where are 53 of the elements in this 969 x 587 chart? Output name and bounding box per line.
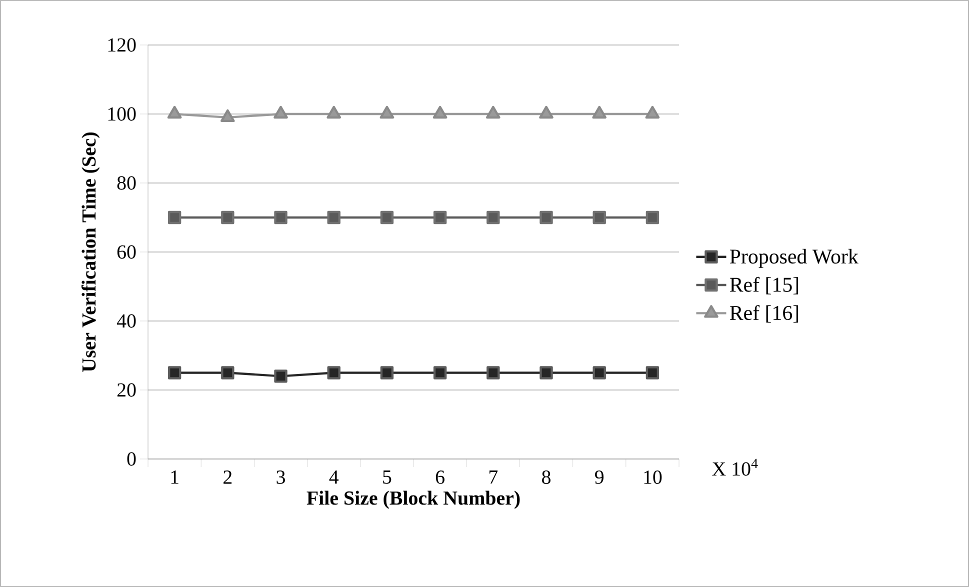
- point: [380, 366, 394, 380]
- point: [327, 366, 340, 380]
- y-tick-label: 120: [108, 38, 136, 52]
- x-tick-label: 1: [171, 470, 178, 484]
- x-tick-label: 4: [329, 470, 339, 484]
- point: [592, 210, 606, 224]
- point: [221, 366, 234, 380]
- point: [168, 210, 182, 224]
- point: [645, 106, 660, 119]
- y-tick-label: 40: [116, 314, 136, 328]
- point: [327, 210, 340, 224]
- y-axis-title: User Verification Time (Sec): [81, 132, 100, 372]
- point: [540, 366, 553, 380]
- point: [539, 106, 554, 119]
- y-tick-label: 20: [117, 383, 136, 397]
- point: [646, 366, 660, 380]
- point: [326, 106, 342, 119]
- point: [433, 210, 447, 224]
- point: [221, 210, 234, 224]
- y-tick-label: 60: [117, 245, 136, 259]
- point: [540, 210, 553, 224]
- point: [486, 210, 500, 224]
- y-tick-label: 80: [117, 176, 136, 190]
- point: [168, 366, 182, 380]
- x-tick-label: 7: [489, 470, 498, 484]
- point: [380, 210, 394, 224]
- x-tick-label: 10: [644, 470, 662, 484]
- point: [380, 106, 394, 119]
- point: [274, 210, 288, 224]
- point: [432, 106, 448, 119]
- point: [274, 370, 288, 383]
- y-tick-label: 0: [127, 452, 136, 466]
- point: [486, 366, 500, 380]
- point: [592, 366, 606, 380]
- x-axis-title: File Size (Block Number): [306, 490, 520, 509]
- point: [592, 106, 607, 119]
- x-tick-label: 3: [276, 470, 285, 484]
- point: [646, 210, 660, 224]
- legend-label: Ref [16]: [730, 305, 798, 323]
- text: X 10$^{4}$: [712, 458, 758, 476]
- legend-label: Ref [15]: [730, 276, 798, 294]
- x-tick-label: 8: [542, 470, 550, 484]
- point: [274, 106, 288, 119]
- x-tick-label: 9: [595, 470, 604, 484]
- point: [433, 366, 447, 380]
- x-tick-label: 5: [383, 470, 392, 484]
- x-tick-label: 2: [224, 470, 232, 484]
- point: [220, 109, 235, 122]
- legend-label: Proposed Work: [730, 248, 858, 268]
- point: [486, 106, 500, 119]
- x-tick-label: 6: [436, 470, 444, 484]
- y-tick-label: 100: [108, 107, 136, 121]
- point: [167, 106, 182, 119]
